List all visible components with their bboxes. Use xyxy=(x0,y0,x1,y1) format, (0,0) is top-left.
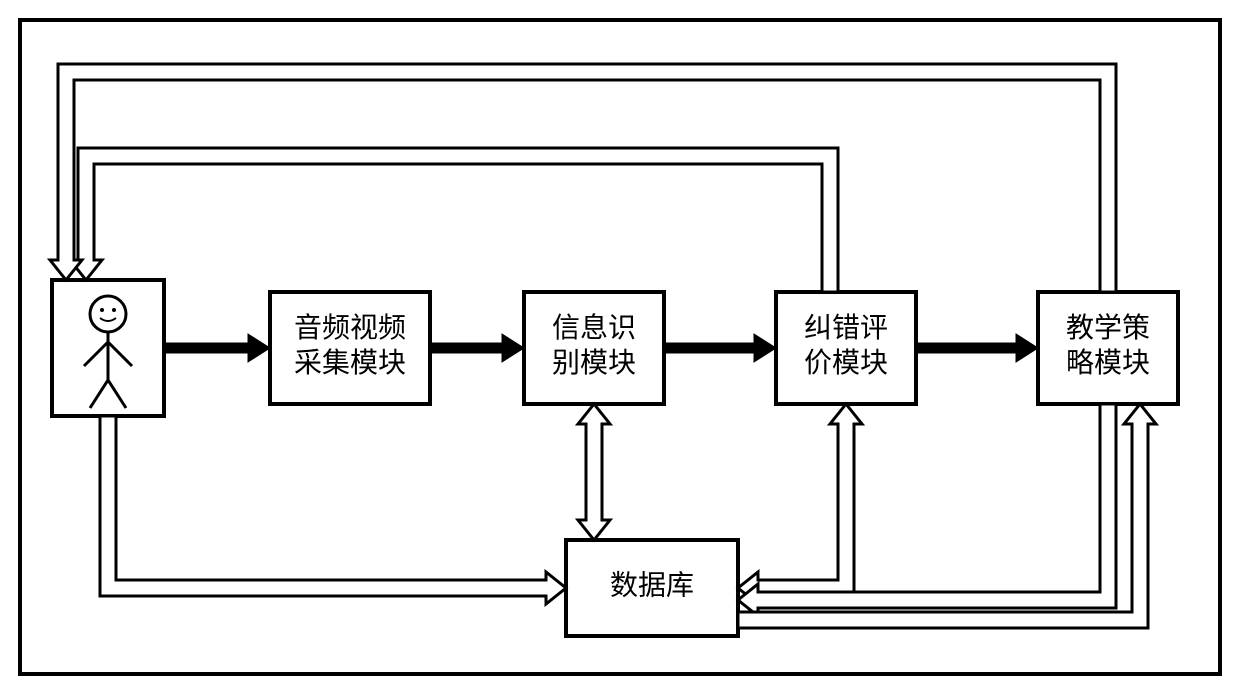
arrow-capture-to-recognize xyxy=(430,334,524,362)
node-recognize: 信息识别模块 xyxy=(524,292,664,404)
feedback-strategy-to-user xyxy=(50,64,1116,292)
node-database: 数据库 xyxy=(566,540,738,636)
node-recognize-label-0: 信息识 xyxy=(552,312,636,344)
arrow-recognize-to-evaluate xyxy=(664,334,776,362)
feedback-evaluate-to-user xyxy=(70,148,838,292)
node-user xyxy=(52,280,164,416)
node-capture-label-0: 音频视频 xyxy=(294,312,406,344)
node-capture: 音频视频采集模块 xyxy=(270,292,430,404)
node-evaluate: 纠错评价模块 xyxy=(776,292,916,404)
node-strategy-label-0: 教学策 xyxy=(1066,312,1150,344)
node-capture-label-1: 采集模块 xyxy=(294,347,406,379)
arrow-user-to-capture xyxy=(164,334,270,362)
arrow-evaluate-to-strategy xyxy=(916,334,1038,362)
node-database-label-0: 数据库 xyxy=(610,569,694,601)
node-evaluate-label-0: 纠错评 xyxy=(804,312,888,344)
node-recognize-label-1: 别模块 xyxy=(552,347,636,379)
double-arrow-evaluate-database xyxy=(738,404,862,604)
arrow-user-to-database xyxy=(100,416,566,604)
node-evaluate-label-1: 价模块 xyxy=(804,347,888,379)
node-strategy-label-1: 略模块 xyxy=(1066,347,1150,379)
double-arrow-recognize-database xyxy=(578,404,610,540)
node-strategy: 教学策略模块 xyxy=(1038,292,1178,404)
